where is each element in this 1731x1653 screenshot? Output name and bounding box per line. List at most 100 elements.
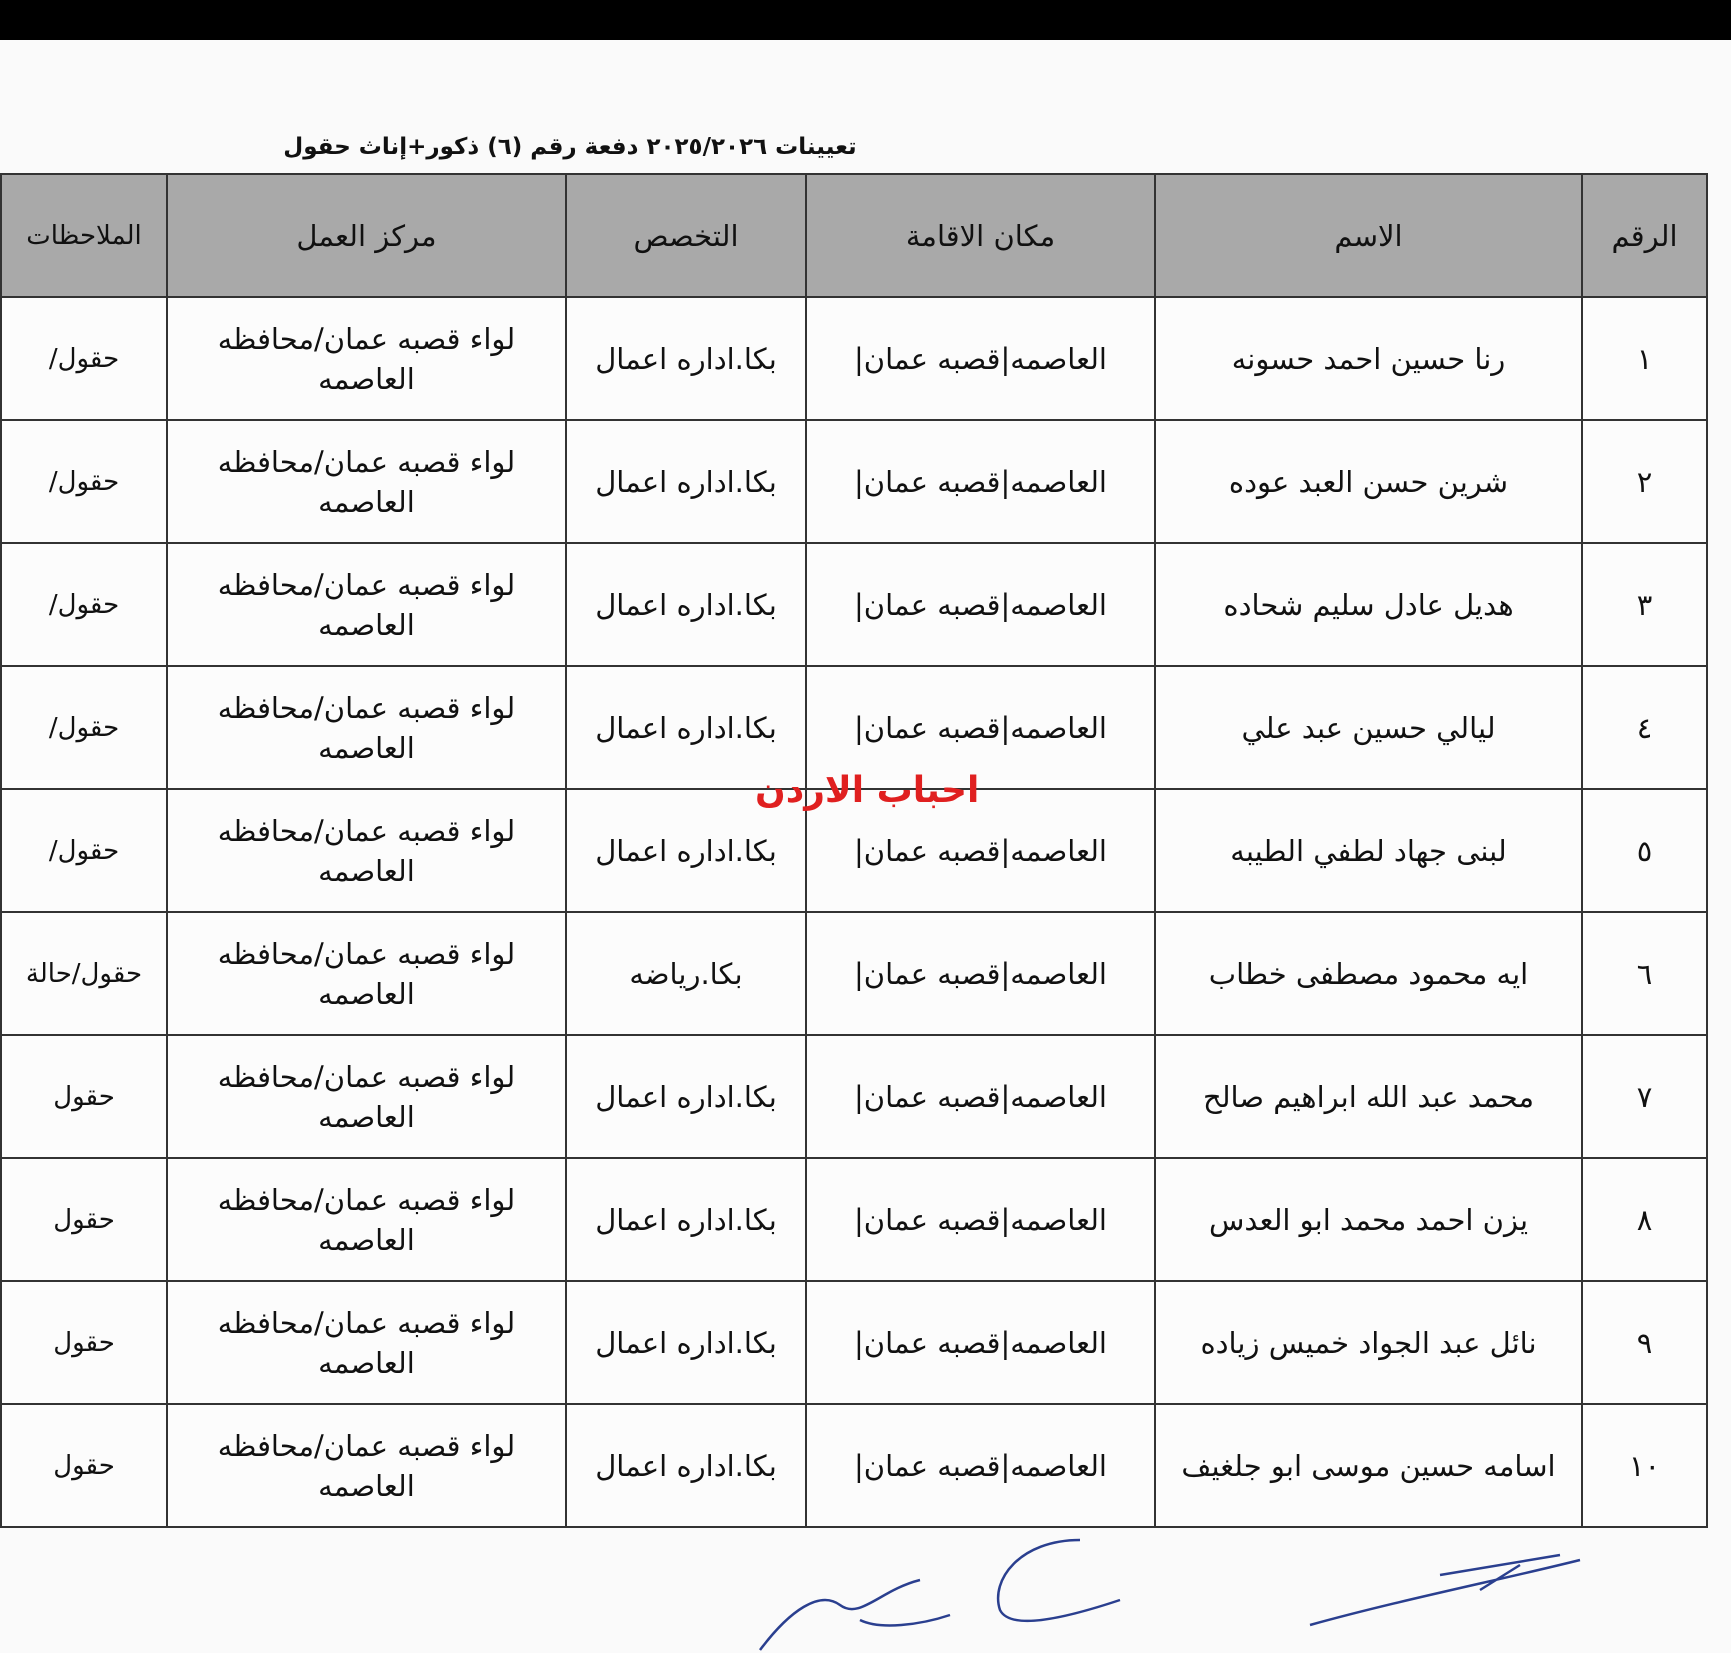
cell-name: نائل عبد الجواد خميس زياده	[1154, 1280, 1583, 1405]
table-row: ٤ ليالي حسين عبد علي العاصمه|قصبه عمان| بكا…	[0, 665, 1708, 790]
work-line-2: العاصمه	[318, 976, 415, 1011]
cell-name: ليالي حسين عبد علي	[1154, 665, 1583, 790]
cell-residence: العاصمه|قصبه عمان|	[805, 542, 1156, 667]
cell-name: هديل عادل سليم شحاده	[1154, 542, 1583, 667]
work-line-1: لواء قصبه عمان/محافظه	[217, 1059, 516, 1094]
work-line-1: لواء قصبه عمان/محافظه	[217, 1305, 516, 1340]
cell-name: لبنى جهاد لطفي الطيبه	[1154, 788, 1583, 913]
header-work-center: مركز العمل	[166, 173, 567, 298]
cell-notes: حقول	[0, 1034, 168, 1159]
table-row: ٩ نائل عبد الجواد خميس زياده العاصمه|قصبه …	[0, 1280, 1708, 1405]
cell-number: ٦	[1581, 911, 1708, 1036]
work-line-2: العاصمه	[318, 1222, 415, 1257]
cell-major: بكا.اداره اعمال	[565, 1403, 807, 1528]
cell-notes: حقول	[0, 1403, 168, 1528]
cell-notes: حقول/	[0, 665, 168, 790]
table-row: ٧ محمد عبد الله ابراهيم صالح العاصمه|قصبه …	[0, 1034, 1708, 1159]
cell-work-center: لواء قصبه عمان/محافظه العاصمه	[166, 419, 567, 544]
cell-number: ٩	[1581, 1280, 1708, 1405]
signature-2	[997, 1538, 1121, 1623]
appointments-table: الرقم الاسم مكان الاقامة التخصص مركز الع…	[0, 173, 1708, 1528]
table-header-row: الرقم الاسم مكان الاقامة التخصص مركز الع…	[0, 173, 1708, 298]
cell-number: ٨	[1581, 1157, 1708, 1282]
cell-number: ٤	[1581, 665, 1708, 790]
cell-residence: العاصمه|قصبه عمان|	[805, 788, 1156, 913]
header-residence: مكان الاقامة	[805, 173, 1156, 298]
table-row: ٣ هديل عادل سليم شحاده العاصمه|قصبه عمان| ب…	[0, 542, 1708, 667]
table-row: ٥ لبنى جهاد لطفي الطيبه العاصمه|قصبه عمان|…	[0, 788, 1708, 913]
table-row: ١ رنا حسين احمد حسونه العاصمه|قصبه عمان| بك…	[0, 296, 1708, 421]
table-row: ٨ يزن احمد محمد ابو العدس العاصمه|قصبه عما…	[0, 1157, 1708, 1282]
cell-number: ١	[1581, 296, 1708, 421]
work-line-1: لواء قصبه عمان/محافظه	[217, 690, 516, 725]
work-line-2: العاصمه	[318, 361, 415, 396]
cell-residence: العاصمه|قصبه عمان|	[805, 1034, 1156, 1159]
work-line-2: العاصمه	[318, 1099, 415, 1134]
work-line-2: العاصمه	[318, 607, 415, 642]
cell-name: رنا حسين احمد حسونه	[1154, 296, 1583, 421]
cell-number: ١٠	[1581, 1403, 1708, 1528]
header-major: التخصص	[565, 173, 807, 298]
cell-major: بكا.اداره اعمال	[565, 665, 807, 790]
header-notes: الملاحظات	[0, 173, 168, 298]
cell-residence: العاصمه|قصبه عمان|	[805, 1403, 1156, 1528]
work-line-1: لواء قصبه عمان/محافظه	[217, 321, 516, 356]
cell-notes: حقول	[0, 1280, 168, 1405]
cell-residence: العاصمه|قصبه عمان|	[805, 1280, 1156, 1405]
header-number: الرقم	[1581, 173, 1708, 298]
cell-work-center: لواء قصبه عمان/محافظه العاصمه	[166, 296, 567, 421]
cell-major: بكا.رياضه	[565, 911, 807, 1036]
cell-name: شرين حسن العبد عوده	[1154, 419, 1583, 544]
cell-name: يزن احمد محمد ابو العدس	[1154, 1157, 1583, 1282]
work-line-1: لواء قصبه عمان/محافظه	[217, 1182, 516, 1217]
table-row: ٦ ايه محمود مصطفى خطاب العاصمه|قصبه عمان| ب…	[0, 911, 1708, 1036]
work-line-1: لواء قصبه عمان/محافظه	[217, 813, 516, 848]
work-line-1: لواء قصبه عمان/محافظه	[217, 444, 516, 479]
work-line-1: لواء قصبه عمان/محافظه	[217, 1428, 516, 1463]
work-line-2: العاصمه	[318, 1345, 415, 1380]
cell-notes: حقول	[0, 1157, 168, 1282]
cell-name: محمد عبد الله ابراهيم صالح	[1154, 1034, 1583, 1159]
cell-major: بكا.اداره اعمال	[565, 788, 807, 913]
cell-residence: العاصمه|قصبه عمان|	[805, 1157, 1156, 1282]
cell-major: بكا.اداره اعمال	[565, 296, 807, 421]
cell-notes: حقول/	[0, 788, 168, 913]
cell-name: ايه محمود مصطفى خطاب	[1154, 911, 1583, 1036]
work-line-2: العاصمه	[318, 853, 415, 888]
table-row: ٢ شرين حسن العبد عوده العاصمه|قصبه عمان| بك…	[0, 419, 1708, 544]
cell-number: ٢	[1581, 419, 1708, 544]
cell-work-center: لواء قصبه عمان/محافظه العاصمه	[166, 1034, 567, 1159]
cell-work-center: لواء قصبه عمان/محافظه العاصمه	[166, 1403, 567, 1528]
cell-number: ٧	[1581, 1034, 1708, 1159]
work-line-2: العاصمه	[318, 730, 415, 765]
work-line-1: لواء قصبه عمان/محافظه	[217, 936, 516, 971]
signature-3	[1309, 1553, 1581, 1627]
cell-work-center: لواء قصبه عمان/محافظه العاصمه	[166, 1157, 567, 1282]
cell-major: بكا.اداره اعمال	[565, 1157, 807, 1282]
cell-residence: العاصمه|قصبه عمان|	[805, 911, 1156, 1036]
cell-major: بكا.اداره اعمال	[565, 419, 807, 544]
cell-work-center: لواء قصبه عمان/محافظه العاصمه	[166, 542, 567, 667]
cell-number: ٣	[1581, 542, 1708, 667]
cell-work-center: لواء قصبه عمان/محافظه العاصمه	[166, 788, 567, 913]
cell-major: بكا.اداره اعمال	[565, 542, 807, 667]
cell-major: بكا.اداره اعمال	[565, 1280, 807, 1405]
cell-work-center: لواء قصبه عمان/محافظه العاصمه	[166, 1280, 567, 1405]
scan-border	[0, 0, 1731, 40]
cell-number: ٥	[1581, 788, 1708, 913]
watermark: احباب الاردن	[755, 770, 980, 811]
cell-notes: حقول/	[0, 542, 168, 667]
signatures	[759, 1538, 1581, 1651]
cell-notes: حقول/حالة	[0, 911, 168, 1036]
header-name: الاسم	[1154, 173, 1583, 298]
cell-work-center: لواء قصبه عمان/محافظه العاصمه	[166, 665, 567, 790]
table-row: ١٠ اسامه حسين موسى ابو جلغيف العاصمه|قصبه …	[0, 1403, 1708, 1528]
cell-name: اسامه حسين موسى ابو جلغيف	[1154, 1403, 1583, 1528]
work-line-2: العاصمه	[318, 1468, 415, 1503]
signature-1	[759, 1578, 951, 1651]
cell-residence: العاصمه|قصبه عمان|	[805, 419, 1156, 544]
cell-major: بكا.اداره اعمال	[565, 1034, 807, 1159]
cell-notes: حقول/	[0, 296, 168, 421]
cell-notes: حقول/	[0, 419, 168, 544]
work-line-1: لواء قصبه عمان/محافظه	[217, 567, 516, 602]
